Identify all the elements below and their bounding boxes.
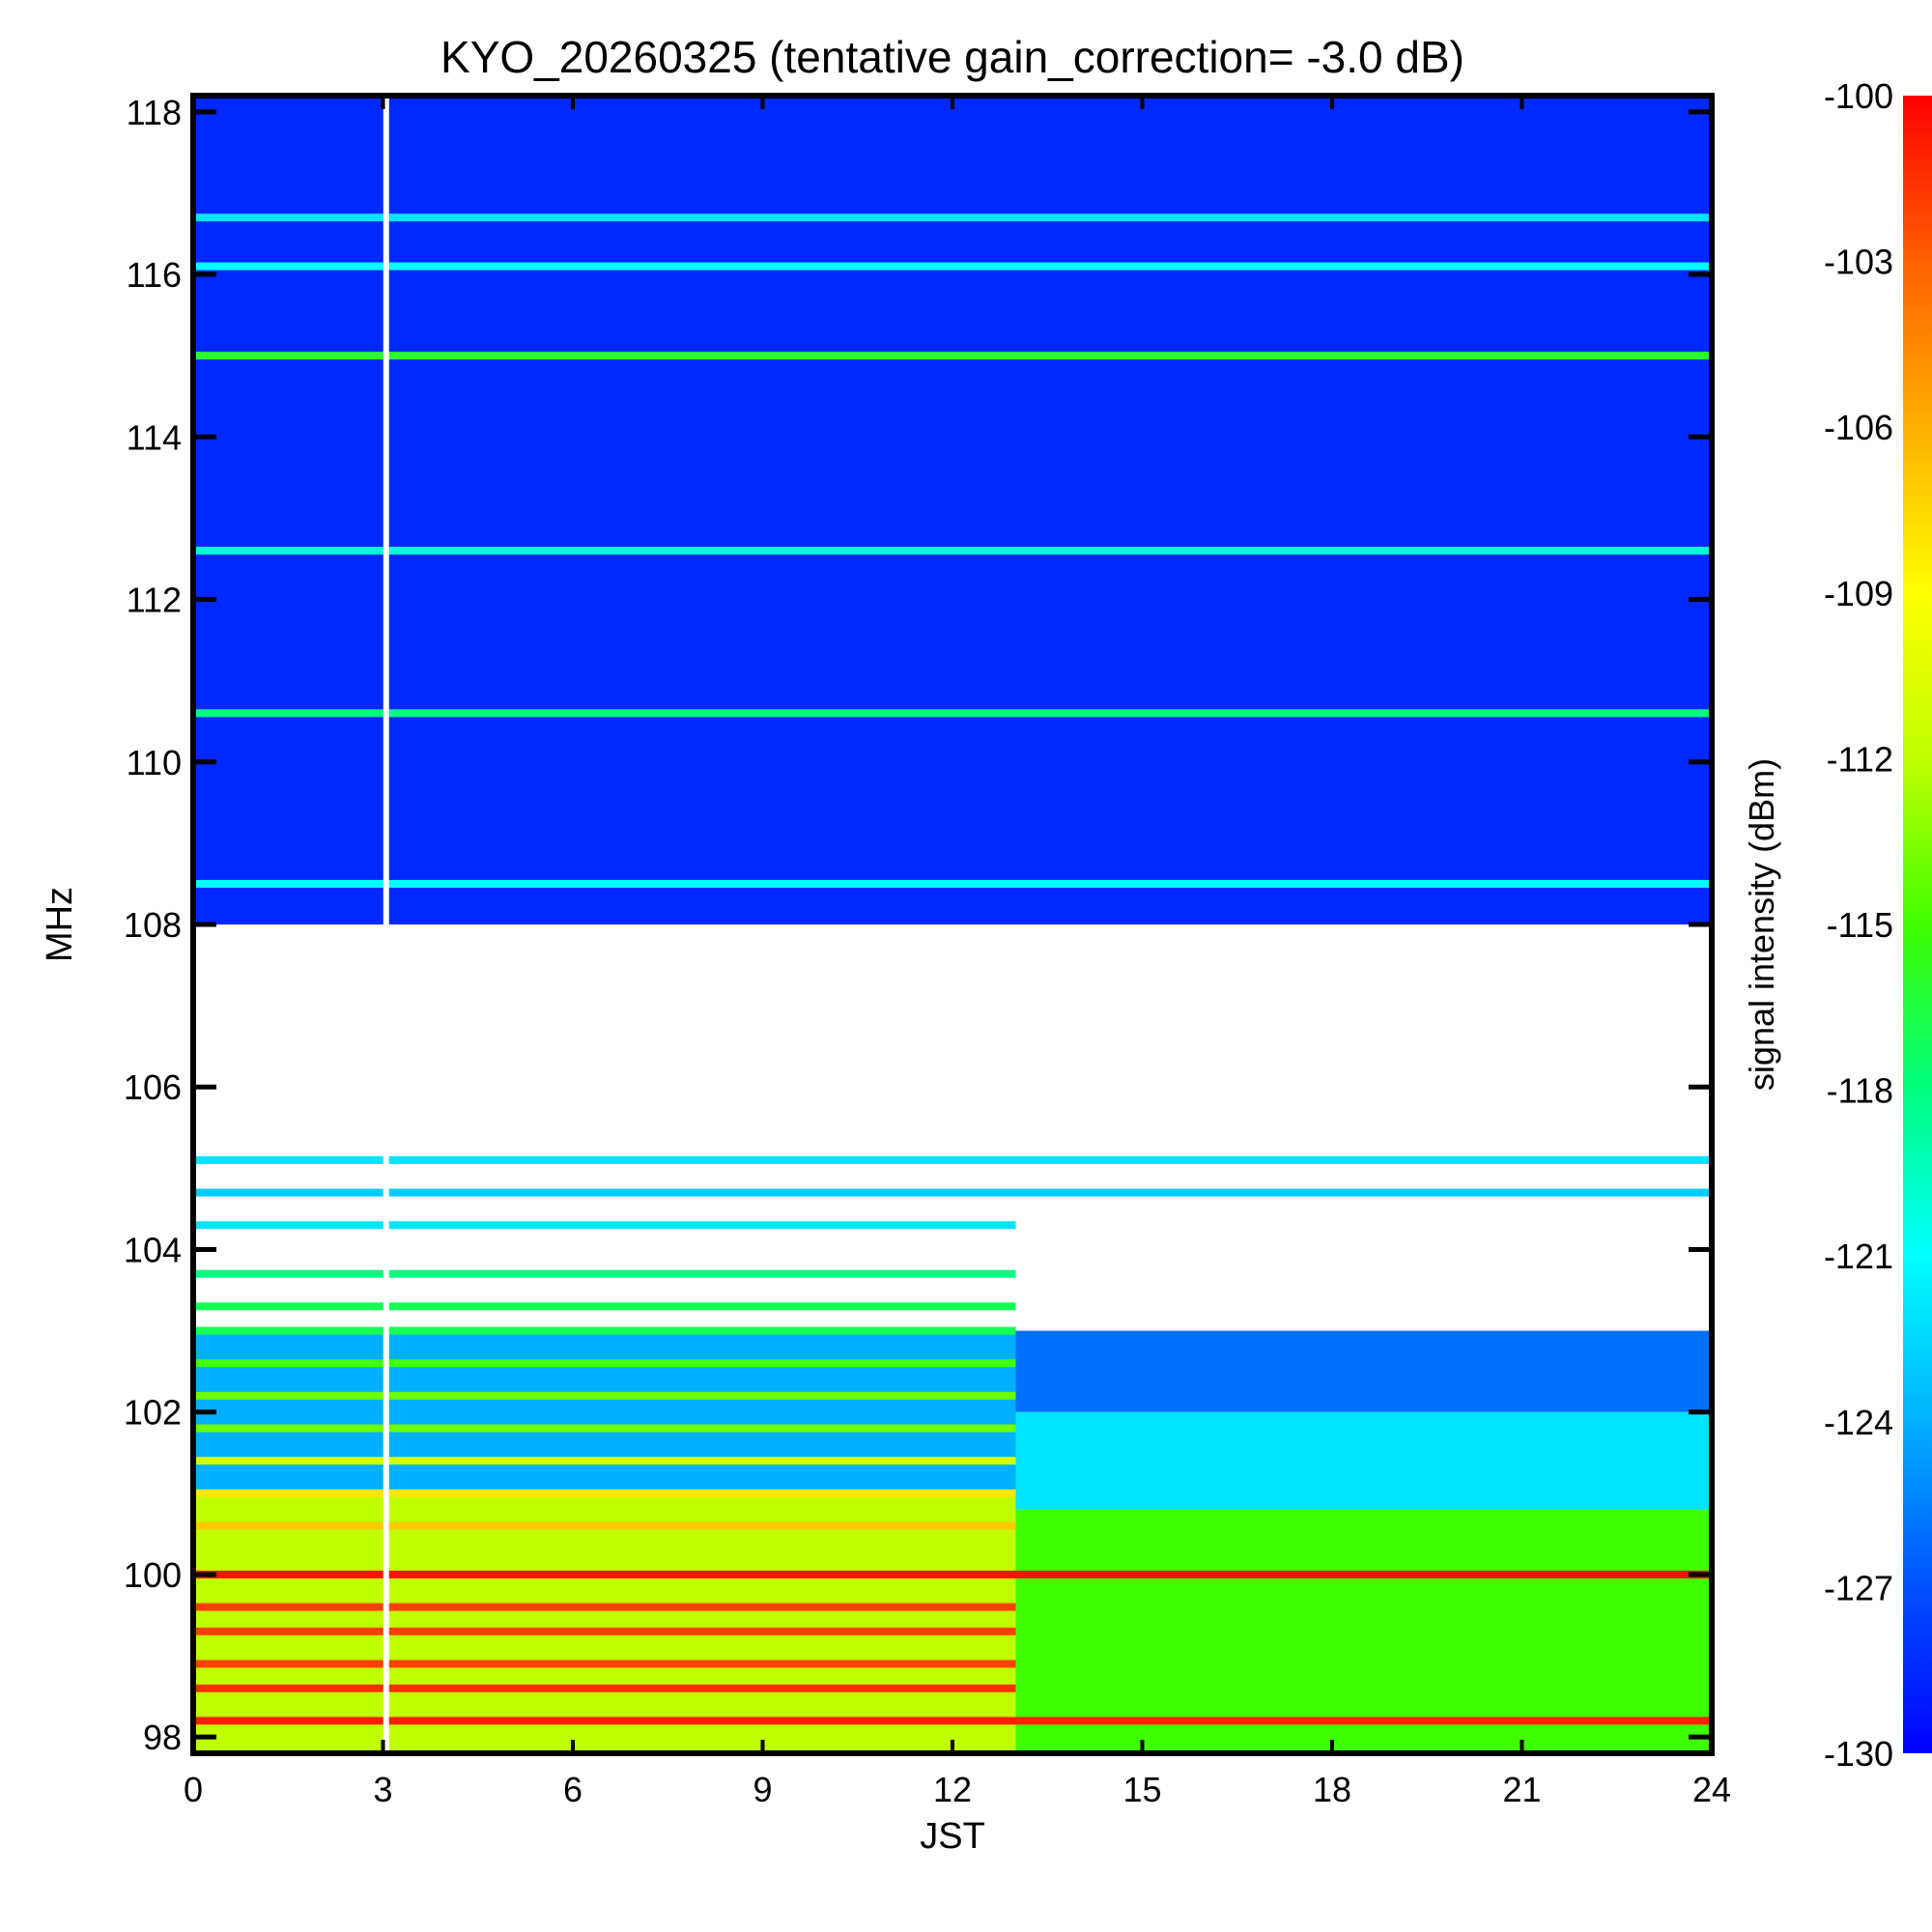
- band-line-15: [193, 1221, 1016, 1230]
- band-line-7: [193, 1489, 1016, 1497]
- colorbar-tick-label-10: -130: [1824, 1734, 1893, 1774]
- chart-title: KYO_20260325 (tentative gain_correction=…: [440, 32, 1464, 82]
- band-line-13: [193, 1302, 1016, 1311]
- colorbar-tick-label-0: -100: [1824, 76, 1893, 116]
- band-line-12: [193, 1326, 1016, 1335]
- x-tick-label-4: 12: [933, 1770, 972, 1809]
- x-tick-label-3: 9: [753, 1770, 772, 1809]
- y-tick-label-8: 114: [127, 417, 182, 457]
- band-line-22: [193, 262, 1712, 270]
- band-line-23: [193, 213, 1712, 222]
- colorbar-tick-label-8: -124: [1824, 1403, 1893, 1442]
- colorbar-label: signal intensity (dBm): [1742, 758, 1781, 1091]
- y-tick-label-1: 100: [124, 1555, 182, 1595]
- plot-area: [193, 96, 1712, 1753]
- band-region-fm-day-low: [193, 1492, 1016, 1753]
- band-region-fm-evening-mid: [1015, 1411, 1712, 1510]
- y-tick-label-10: 118: [127, 93, 182, 132]
- x-tick-label-8: 24: [1692, 1770, 1731, 1809]
- band-region-fm-day-mid: [193, 1330, 1016, 1493]
- band-line-6: [193, 1521, 1016, 1530]
- y-tick-label-6: 110: [127, 743, 182, 782]
- x-tick-label-0: 0: [184, 1770, 203, 1809]
- colorbar-tick-label-9: -127: [1824, 1568, 1893, 1607]
- band-region-fm-evening-high: [1015, 1330, 1712, 1412]
- x-tick-label-2: 6: [563, 1770, 582, 1809]
- band-line-20: [193, 547, 1712, 555]
- data-gap-line: [383, 96, 389, 1753]
- colorbar-tick-label-2: -106: [1824, 408, 1893, 447]
- band-line-16: [193, 1188, 1712, 1197]
- band-line-21: [193, 352, 1712, 360]
- band-line-1: [193, 1684, 1016, 1692]
- colorbar-tick-label-5: -115: [1827, 905, 1893, 945]
- colorbar-tick-label-4: -112: [1827, 739, 1893, 779]
- band-line-9: [193, 1424, 1016, 1433]
- colorbar-tick-label-3: -109: [1824, 574, 1893, 613]
- band-region-upper: [193, 96, 1712, 924]
- x-tick-label-1: 3: [373, 1770, 392, 1809]
- y-tick-label-5: 108: [124, 905, 182, 945]
- y-tick-label-2: 102: [124, 1393, 182, 1433]
- y-tick-label-7: 112: [127, 581, 182, 620]
- colorbar: -100 -103 -106 -109 -112 -115 -118 -121 -124 -127…: [1742, 76, 1932, 1774]
- y-tick-label-9: 116: [127, 255, 182, 295]
- y-axis-label: MHz: [40, 887, 80, 962]
- y-tick-label-0: 98: [143, 1718, 182, 1757]
- colorbar-tick-label-6: -118: [1827, 1071, 1893, 1111]
- band-line-19: [193, 709, 1712, 718]
- y-tick-label-3: 104: [124, 1230, 182, 1269]
- x-tick-label-7: 21: [1502, 1770, 1541, 1809]
- band-line-2: [193, 1660, 1016, 1668]
- x-tick-label-5: 15: [1122, 1770, 1161, 1809]
- x-axis: 0 3 6 9 12 15 18 21 24: [184, 96, 1731, 1809]
- colorbar-tick-label-7: -121: [1824, 1236, 1893, 1276]
- x-tick-label-6: 18: [1313, 1770, 1351, 1809]
- band-line-8: [193, 1457, 1016, 1465]
- band-line-3: [193, 1627, 1016, 1635]
- band-region-fm-evening-low: [1015, 1509, 1712, 1753]
- band-line-4: [193, 1603, 1016, 1611]
- band-line-0: [193, 1717, 1712, 1725]
- band-line-17: [193, 1155, 1712, 1164]
- y-axis: 98 100 102 104 106 108 110 112 114 116 118: [124, 93, 1712, 1757]
- x-axis-label: JST: [920, 1816, 985, 1857]
- band-line-14: [193, 1269, 1016, 1278]
- colorbar-gradient: [1903, 96, 1932, 1753]
- band-line-5: [193, 1570, 1712, 1578]
- band-line-18: [193, 879, 1712, 888]
- y-tick-label-4: 106: [124, 1067, 182, 1107]
- band-line-11: [193, 1359, 1016, 1368]
- band-line-10: [193, 1391, 1016, 1400]
- colorbar-tick-label-1: -103: [1824, 242, 1893, 282]
